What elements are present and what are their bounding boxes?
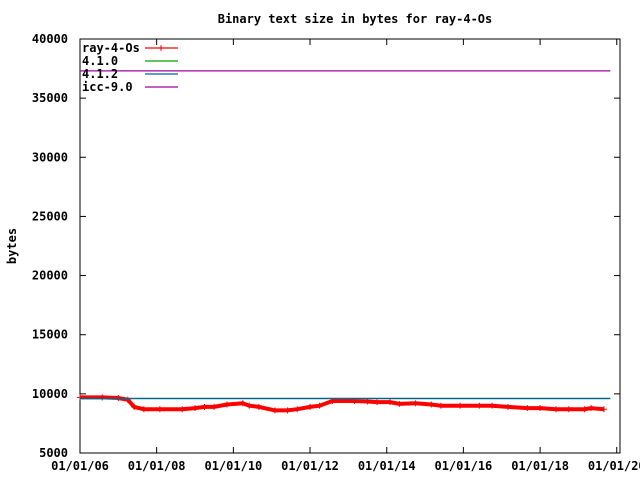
data-point (396, 400, 403, 407)
data-point (489, 402, 496, 409)
data-point (77, 394, 83, 401)
y-axis-label: bytes (5, 228, 19, 264)
chart-title: Binary text size in bytes for ray-4-Os (218, 12, 493, 26)
legend-label: ray-4-Os (82, 41, 140, 55)
data-point (211, 403, 218, 410)
y-tick-label: 25000 (32, 209, 68, 223)
y-tick-label: 30000 (32, 150, 68, 164)
data-point (386, 399, 393, 406)
x-tick-label: 01/01/06 (51, 459, 109, 473)
data-point (537, 405, 544, 412)
x-tick-label: 01/01/20 (588, 459, 640, 473)
series-line (80, 395, 605, 413)
data-point (239, 400, 246, 407)
data-point (476, 402, 483, 409)
y-tick-label: 40000 (32, 32, 68, 46)
y-tick-label: 20000 (32, 269, 68, 283)
data-point (364, 398, 371, 405)
data-point (271, 407, 278, 414)
data-point (246, 402, 253, 409)
y-tick-label: 10000 (32, 387, 68, 401)
data-point (201, 403, 208, 410)
data-point (223, 401, 230, 408)
data-point (504, 403, 511, 410)
x-tick-label: 01/01/08 (128, 459, 186, 473)
y-tick-label: 35000 (32, 91, 68, 105)
y-tick-label: 15000 (32, 328, 68, 342)
data-point (156, 406, 163, 413)
data-point (437, 402, 444, 409)
data-point (600, 406, 607, 413)
x-tick-label: 01/01/10 (204, 459, 262, 473)
data-point (140, 406, 147, 413)
data-point (192, 405, 199, 412)
data-point (307, 403, 314, 410)
legend-label: icc-9.0 (82, 80, 133, 94)
series-layer (77, 70, 611, 414)
axis-ticks: 5000 10000 15000 20000 25000 30000 35000 40000 0… (32, 32, 640, 473)
data-point (457, 402, 464, 409)
data-point (374, 399, 381, 406)
data-point (294, 406, 301, 413)
legend-label: 4.1.0 (82, 54, 118, 68)
data-point (524, 405, 531, 412)
data-point (179, 406, 186, 413)
data-point (284, 407, 291, 414)
data-point (412, 400, 419, 407)
data-point (565, 406, 572, 413)
data-point (428, 401, 435, 408)
x-tick-label: 01/01/16 (434, 459, 492, 473)
data-point (588, 405, 595, 412)
data-point (581, 406, 588, 413)
data-point (552, 406, 559, 413)
x-tick-label: 01/01/12 (281, 459, 339, 473)
data-point (131, 403, 138, 410)
x-tick-label: 01/01/14 (358, 459, 416, 473)
data-point (316, 402, 323, 409)
legend-label: 4.1.2 (82, 67, 118, 81)
plot-frame (79, 38, 621, 454)
y-tick-label: 5000 (39, 446, 68, 460)
data-point (255, 403, 262, 410)
data-point (99, 394, 106, 401)
x-tick-label: 01/01/18 (511, 459, 569, 473)
